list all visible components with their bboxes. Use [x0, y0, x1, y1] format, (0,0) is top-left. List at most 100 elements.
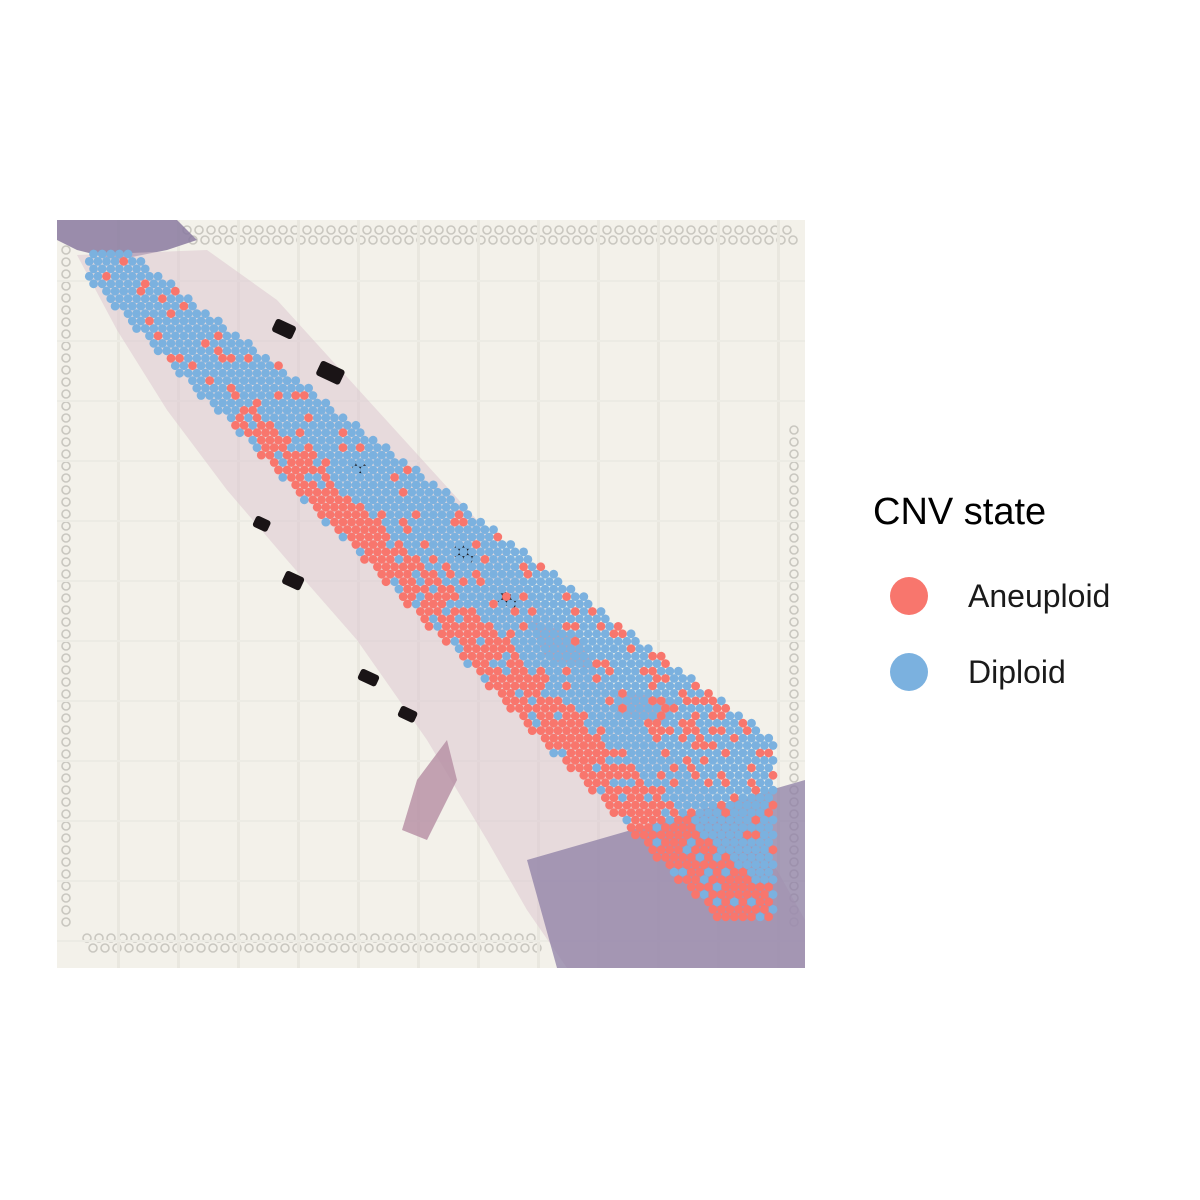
spot-aneuploid [381, 547, 391, 557]
spot-diploid [648, 741, 657, 750]
fiducial-dot [332, 235, 342, 245]
fiducial-dot [674, 225, 684, 235]
fiducial-dot [422, 225, 432, 235]
spot-aneuploid [669, 763, 679, 773]
fiducial-dot [61, 665, 71, 675]
spot-diploid [717, 696, 726, 706]
spot-diploid [459, 547, 468, 557]
spot-aneuploid [420, 569, 430, 579]
spot-diploid [205, 331, 215, 341]
spot-diploid [760, 845, 769, 855]
spot-diploid [592, 718, 602, 728]
spot-diploid [381, 502, 391, 512]
spot-aneuploid [729, 733, 739, 743]
spot-diploid [441, 547, 451, 557]
fiducial-dot [254, 225, 264, 235]
spot-diploid [394, 465, 404, 475]
spot-aneuploid [725, 860, 735, 870]
spot-diploid [618, 778, 627, 788]
spot-aneuploid [325, 480, 335, 490]
spot-diploid [235, 353, 245, 363]
spot-diploid [643, 689, 653, 698]
fiducial-dot [484, 943, 494, 953]
spot-diploid [695, 718, 705, 728]
fiducial-dot [789, 557, 799, 567]
spot-diploid [768, 756, 778, 765]
spot-diploid [755, 912, 765, 922]
spot-aneuploid [708, 905, 718, 914]
spot-diploid [170, 361, 180, 371]
spot-aneuploid [579, 711, 589, 721]
spot-diploid [712, 897, 722, 907]
spot-diploid [265, 391, 275, 400]
spot-diploid [570, 696, 580, 706]
spot-diploid [467, 517, 477, 527]
fiducial-dot [789, 641, 799, 651]
spot-aneuploid [287, 473, 296, 482]
spot-diploid [712, 882, 722, 892]
spot-diploid [639, 681, 649, 691]
spot-aneuploid [708, 890, 718, 899]
fiducial-dot [61, 761, 71, 771]
spot-diploid [188, 316, 197, 326]
spot-aneuploid [712, 703, 722, 713]
spot-diploid [463, 540, 473, 549]
spot-aneuploid [428, 569, 438, 579]
spot-diploid [682, 800, 692, 810]
spot-diploid [725, 711, 735, 721]
spot-aneuploid [725, 890, 735, 899]
spot-diploid [712, 778, 722, 788]
spot-diploid [373, 487, 382, 497]
spot-aneuploid [291, 391, 301, 400]
spot-diploid [553, 681, 563, 691]
spot-diploid [416, 532, 425, 542]
spot-diploid [768, 815, 778, 825]
spot-diploid [149, 339, 159, 348]
spot-aneuploid [648, 815, 657, 825]
spot-aneuploid [562, 711, 571, 721]
spot-diploid [338, 413, 348, 423]
fiducial-dot [428, 235, 438, 245]
spot-aneuploid [648, 651, 657, 661]
spot-aneuploid [678, 689, 688, 698]
spot-diploid [600, 703, 610, 713]
spot-diploid [764, 852, 774, 862]
spot-aneuploid [274, 361, 283, 371]
spot-diploid [665, 711, 675, 721]
spot-diploid [136, 301, 146, 311]
spot-diploid [377, 465, 387, 475]
spot-diploid [553, 636, 563, 646]
spot-diploid [355, 547, 365, 557]
spot-diploid [497, 584, 507, 594]
grid-band [57, 880, 805, 882]
spot-aneuploid [639, 800, 649, 810]
spot-aneuploid [463, 644, 473, 654]
fiducial-dot [746, 225, 756, 235]
spot-diploid [433, 502, 442, 512]
spot-diploid [661, 689, 670, 698]
spot-diploid [424, 487, 434, 497]
spot-diploid [545, 651, 554, 661]
spot-diploid [162, 301, 172, 311]
fiducial-dot [242, 225, 252, 235]
spot-aneuploid [342, 495, 352, 505]
spot-diploid [635, 733, 645, 743]
spot-diploid [747, 733, 756, 743]
spot-aneuploid [553, 726, 563, 735]
spot-aneuploid [605, 696, 614, 706]
fiducial-dot [61, 533, 71, 543]
spot-diploid [721, 823, 731, 832]
spot-diploid [321, 413, 331, 423]
spot-diploid [175, 294, 184, 304]
spot-diploid [674, 800, 683, 810]
fiducial-dot [740, 235, 750, 245]
spot-diploid [342, 450, 352, 460]
spot-aneuploid [575, 718, 584, 728]
spot-diploid [764, 838, 774, 847]
spot-diploid [347, 428, 356, 438]
fiducial-dot [61, 809, 71, 819]
spot-aneuploid [403, 599, 412, 609]
spot-aneuploid [278, 443, 288, 452]
spot-aneuploid [699, 696, 709, 706]
spot-diploid [476, 532, 485, 542]
